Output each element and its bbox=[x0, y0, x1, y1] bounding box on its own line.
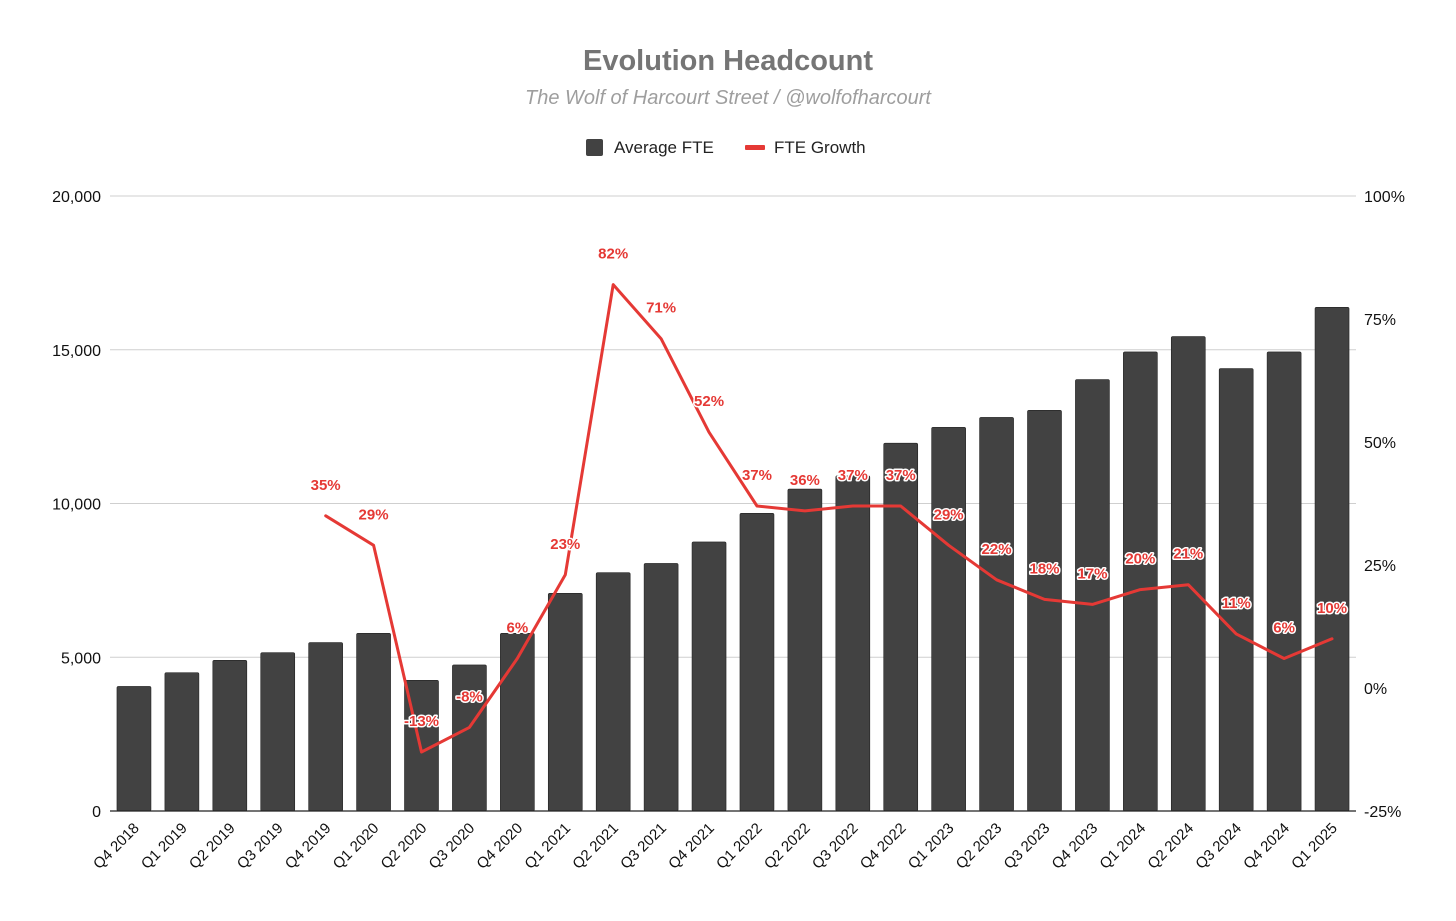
right-axis-tick-label: -25% bbox=[1364, 804, 1401, 821]
left-axis: 0 5,000 10,000 15,000 20,000 bbox=[52, 189, 101, 821]
x-axis-tick-label: Q4 2022 bbox=[857, 820, 910, 873]
growth-data-label: 37% bbox=[886, 467, 916, 484]
bar bbox=[1027, 410, 1062, 812]
legend-label-average-fte: Average FTE bbox=[614, 138, 714, 157]
right-axis: -25% 0% 25% 50% 75% 100% bbox=[1364, 189, 1405, 821]
x-axis-tick-label: Q1 2020 bbox=[330, 820, 383, 873]
x-axis-tick-label: Q3 2020 bbox=[426, 820, 479, 873]
bar bbox=[1314, 307, 1350, 812]
growth-data-label: -13% bbox=[404, 713, 439, 730]
x-axis-tick-label: Q3 2021 bbox=[617, 820, 670, 873]
x-axis-tick-label: Q4 2024 bbox=[1240, 820, 1293, 873]
bar bbox=[212, 660, 248, 812]
left-axis-tick-label: 10,000 bbox=[52, 497, 101, 514]
bar bbox=[979, 417, 1014, 812]
left-axis-tick-label: 5,000 bbox=[61, 650, 101, 667]
bar bbox=[931, 426, 966, 812]
line-fte-growth bbox=[324, 283, 1334, 754]
x-axis-tick-label: Q2 2021 bbox=[569, 820, 622, 873]
chart-title: Evolution Headcount bbox=[583, 45, 873, 77]
x-axis-tick-label: Q2 2024 bbox=[1144, 820, 1197, 873]
growth-data-labels: 35% 29% -13% -8% 6% 23% 82% 71% 52% 37% 36% 37% 37% 2… bbox=[309, 244, 1348, 731]
bar bbox=[643, 563, 679, 812]
x-axis-tick-label: Q2 2022 bbox=[761, 820, 814, 873]
bar bbox=[1218, 368, 1254, 812]
x-axis-tick-label: Q3 2023 bbox=[1001, 820, 1054, 873]
growth-data-label: 17% bbox=[1077, 565, 1107, 582]
growth-data-label: 37% bbox=[838, 467, 868, 484]
growth-data-label: 29% bbox=[934, 506, 964, 523]
bar bbox=[1170, 336, 1206, 812]
bar bbox=[835, 475, 871, 812]
growth-data-label: -8% bbox=[456, 688, 483, 705]
bars-average-fte bbox=[116, 307, 1350, 812]
x-axis-tick-label: Q1 2021 bbox=[521, 820, 574, 873]
x-axis-tick-label: Q4 2018 bbox=[90, 820, 143, 873]
growth-data-label: 10% bbox=[1317, 600, 1347, 617]
growth-data-label: 18% bbox=[1029, 560, 1059, 577]
left-axis-tick-label: 15,000 bbox=[52, 343, 101, 360]
bar bbox=[883, 442, 919, 812]
bar bbox=[1075, 379, 1110, 812]
growth-data-label: 37% bbox=[742, 467, 772, 484]
right-axis-tick-label: 75% bbox=[1364, 312, 1396, 329]
x-axis-tick-label: Q1 2019 bbox=[138, 820, 191, 873]
left-axis-tick-label: 0 bbox=[92, 804, 101, 821]
legend-label-fte-growth: FTE Growth bbox=[774, 138, 866, 157]
x-axis-tick-label: Q4 2019 bbox=[282, 820, 335, 873]
growth-data-label: 11% bbox=[1222, 595, 1251, 612]
growth-data-label: 82% bbox=[598, 246, 628, 263]
x-axis-tick-label: Q1 2024 bbox=[1096, 820, 1149, 873]
right-axis-tick-label: 0% bbox=[1364, 681, 1387, 698]
bar bbox=[116, 686, 152, 812]
x-axis-tick-label: Q2 2020 bbox=[378, 820, 431, 873]
growth-data-label: 36% bbox=[790, 472, 820, 489]
bar bbox=[356, 632, 391, 812]
right-axis-tick-label: 100% bbox=[1364, 189, 1405, 206]
growth-data-label: 35% bbox=[311, 477, 341, 494]
bar bbox=[1266, 351, 1302, 812]
x-axis-tick-label: Q1 2025 bbox=[1288, 820, 1341, 873]
left-axis-tick-label: 20,000 bbox=[52, 189, 101, 206]
x-axis-tick-label: Q4 2020 bbox=[473, 820, 526, 873]
growth-data-label: 20% bbox=[1125, 551, 1155, 568]
x-axis-tick-label: Q1 2022 bbox=[713, 820, 766, 873]
bar bbox=[787, 488, 823, 812]
x-axis-tick-label: Q3 2019 bbox=[234, 820, 287, 873]
bar bbox=[547, 592, 583, 812]
bar bbox=[1123, 351, 1158, 812]
right-axis-tick-label: 50% bbox=[1364, 435, 1396, 452]
bar bbox=[260, 652, 296, 812]
legend-swatch-fte-growth bbox=[745, 145, 765, 150]
bar bbox=[452, 664, 487, 812]
x-axis-tick-label: Q1 2023 bbox=[905, 820, 958, 873]
bar bbox=[595, 572, 631, 812]
x-axis-tick-label: Q2 2023 bbox=[953, 820, 1006, 873]
x-axis-tick-label: Q4 2023 bbox=[1049, 820, 1102, 873]
growth-data-label: 21% bbox=[1173, 546, 1203, 563]
x-axis-tick-label: Q4 2021 bbox=[665, 820, 718, 873]
bar bbox=[691, 541, 727, 812]
bar bbox=[308, 642, 343, 812]
legend: Average FTE FTE Growth bbox=[586, 138, 866, 157]
x-axis-tick-label: Q3 2022 bbox=[809, 820, 862, 873]
legend-swatch-average-fte bbox=[586, 139, 603, 156]
growth-data-label: 23% bbox=[550, 536, 580, 553]
chart-subtitle: The Wolf of Harcourt Street / @wolfofhar… bbox=[525, 87, 932, 109]
growth-data-label: 6% bbox=[507, 619, 529, 636]
growth-data-label: 22% bbox=[982, 541, 1012, 558]
right-axis-tick-label: 25% bbox=[1364, 558, 1396, 575]
growth-line bbox=[324, 283, 1334, 754]
x-axis-tick-label: Q3 2024 bbox=[1192, 820, 1245, 873]
x-axis-tick-label: Q2 2019 bbox=[186, 820, 239, 873]
growth-data-label: 52% bbox=[694, 393, 724, 410]
bar bbox=[739, 513, 775, 812]
bar bbox=[164, 672, 200, 812]
growth-data-label: 71% bbox=[646, 300, 676, 317]
growth-data-label: 29% bbox=[359, 506, 389, 523]
growth-data-label: 6% bbox=[1273, 619, 1295, 636]
